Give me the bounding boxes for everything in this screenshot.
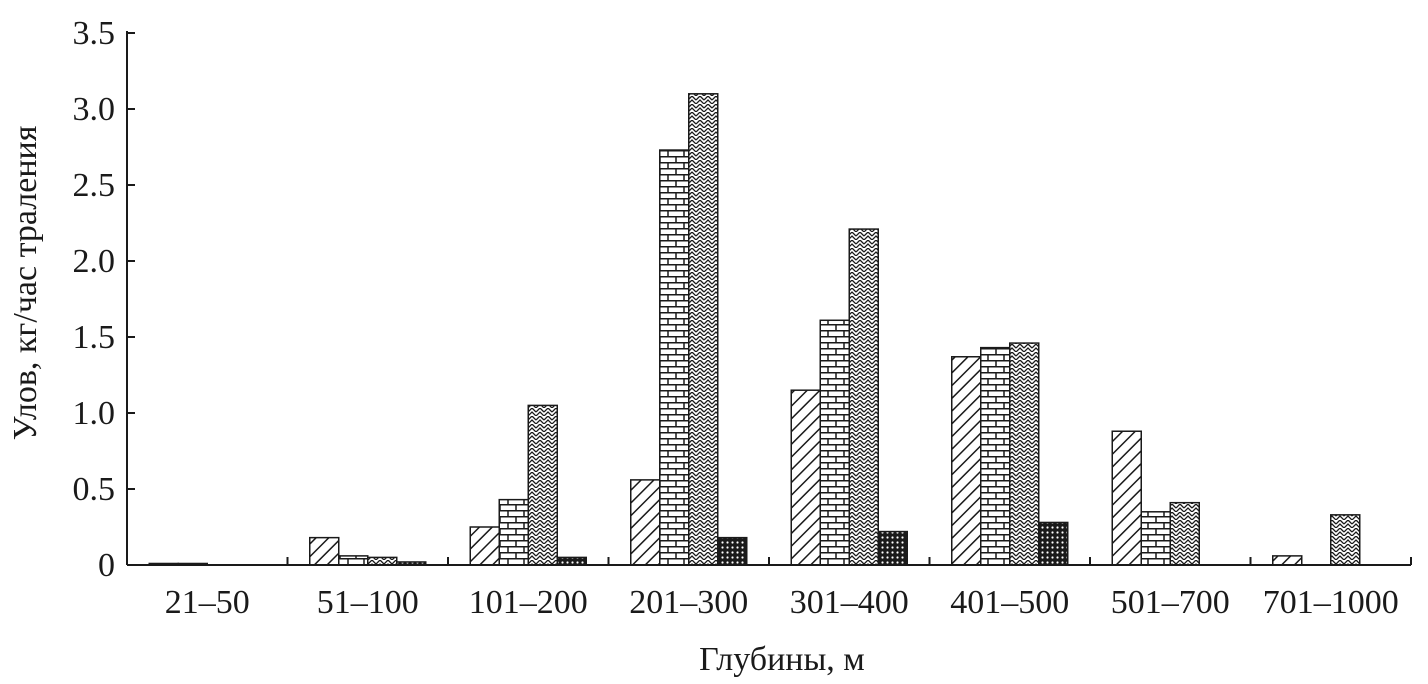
bar-brick-5: [980, 346, 1011, 566]
y-tick-label: 2.0: [73, 243, 116, 280]
bar-zigzag-5: [1009, 342, 1040, 566]
bar-dotted-dark-5: [1038, 521, 1069, 566]
bar-brick-1: [338, 555, 369, 566]
x-axis-title: Глубины, м: [699, 641, 865, 678]
x-tick-label: 701–1000: [1263, 584, 1399, 621]
bar-dotted-dark-4: [877, 530, 908, 566]
x-tick-label: 21–50: [165, 584, 250, 621]
bar-dotted-dark-2: [556, 556, 587, 566]
x-tick-label: 401–500: [950, 584, 1069, 621]
bar-dotted-dark-3: [717, 536, 748, 566]
x-tick-labels: 21–50 51–100 101–200 201–300 301–400 401–500 5…: [165, 584, 1399, 621]
bar-zigzag-1: [367, 556, 398, 566]
axis-ticks: [127, 32, 1412, 566]
bar-diagonal-hatch-5: [951, 356, 982, 566]
y-tick-label: 0: [98, 547, 115, 584]
y-tick-label: 1.0: [73, 395, 116, 432]
bar-brick-2: [498, 498, 529, 566]
y-axis-title: Улов, кг/час траления: [7, 125, 44, 440]
bar-zigzag-2: [527, 404, 558, 566]
x-tick-label: 301–400: [790, 584, 909, 621]
y-tick-label: 3.5: [73, 15, 116, 52]
bar-brick-3: [659, 149, 690, 566]
bar-zigzag-6: [1169, 501, 1200, 566]
x-tick-label: 51–100: [317, 584, 419, 621]
bar-zigzag-7: [1330, 514, 1361, 566]
bar-diagonal-hatch-6: [1111, 430, 1142, 566]
bar-diagonal-hatch-1: [309, 536, 340, 566]
bar-brick-4: [819, 319, 850, 566]
x-tick-label: 101–200: [469, 584, 588, 621]
y-tick-label: 3.0: [73, 91, 116, 128]
bar-diagonal-hatch-4: [790, 389, 821, 566]
bars-layer: [148, 93, 1361, 566]
y-tick-labels: 0 0.5 1.0 1.5 2.0 2.5 3.0 3.5: [73, 15, 116, 584]
bar-zigzag-4: [848, 228, 879, 566]
y-tick-label: 1.5: [73, 319, 116, 356]
bar-diagonal-hatch-2: [469, 526, 500, 566]
bar-brick-6: [1140, 511, 1171, 566]
y-tick-label: 2.5: [73, 167, 116, 204]
x-tick-label: 501–700: [1111, 584, 1230, 621]
bar-diagonal-hatch-3: [630, 479, 661, 566]
y-tick-label: 0.5: [73, 471, 116, 508]
bar-zigzag-3: [688, 93, 719, 566]
bar-diagonal-hatch-7: [1272, 555, 1303, 566]
x-tick-label: 201–300: [629, 584, 748, 621]
